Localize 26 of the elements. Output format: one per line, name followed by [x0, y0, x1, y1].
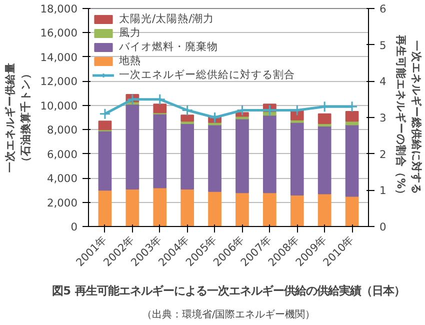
legend-label: 一次エネルギー総供給に対する割合 [119, 68, 295, 82]
y-tick-label: 4,000 [46, 172, 78, 186]
y2-tick-label: 2 [380, 148, 386, 161]
legend-label: バイオ燃料・廃棄物 [119, 40, 218, 54]
text: （出典：環境省/国際エネルギー機関） [142, 308, 316, 320]
y2-tick-label: 0 [380, 220, 386, 234]
y-tick-label: 12,000 [40, 75, 78, 88]
y2-tick-label: 3 [380, 112, 386, 124]
y-tick-label: 8,000 [46, 124, 78, 137]
y-tick-label: 18,000 [40, 2, 78, 16]
y-tick-label: 0 [70, 220, 78, 234]
text: 図5 再生可能エネルギーによる一次エネルギー供給の供給実績（日本） [52, 284, 405, 298]
legend-label: 風力 [119, 26, 141, 40]
y2-tick-label: 1 [380, 184, 386, 198]
legend-label: 地熱 [119, 54, 141, 68]
y-tick-label: 6,000 [46, 148, 78, 161]
y-tick-label: 2,000 [46, 196, 78, 210]
legend-label: 太陽光/太陽熱/潮力 [119, 12, 214, 26]
y-tick-label: 10,000 [40, 99, 78, 112]
y-tick-label: 14,000 [40, 50, 78, 64]
y-tick-label: 16,000 [40, 26, 78, 40]
y2-axis-title: 一次エネルギー総供給に対する再生可能エネルギーの割合（%） [394, 34, 423, 200]
y-axis-title: 一次エネルギー供給量（石油換算千トン） [4, 62, 32, 172]
y2-tick-label: 5 [380, 38, 386, 52]
y2-tick-label: 4 [380, 75, 386, 88]
y2-tick-label: 6 [380, 2, 386, 16]
